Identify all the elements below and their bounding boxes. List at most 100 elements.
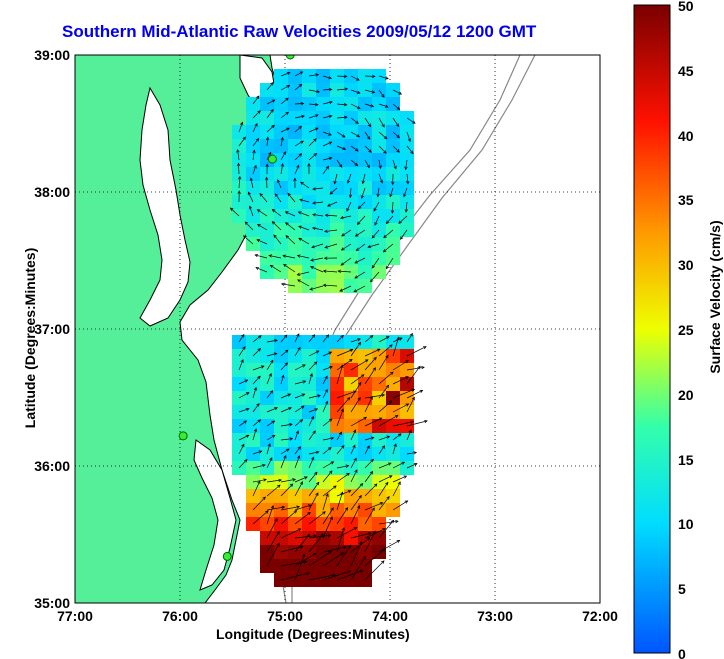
velocity-arrow <box>364 145 372 153</box>
velocity-arrowhead <box>356 105 361 109</box>
velocity-arrow <box>389 187 394 197</box>
velocity-arrow <box>364 159 370 168</box>
velocity-arrow <box>308 416 314 427</box>
velocity-arrow <box>237 149 240 161</box>
velocity-arrow <box>339 285 352 292</box>
velocity-arrow <box>378 145 387 154</box>
velocity-arrow <box>294 455 300 469</box>
velocity-arrowhead <box>367 123 372 128</box>
velocity-arrowhead <box>267 442 271 447</box>
velocity-arrow <box>364 531 376 553</box>
velocity-arrow <box>358 201 366 209</box>
velocity-arrow <box>356 243 366 251</box>
velocity-arrowhead <box>366 445 370 449</box>
velocity-arrowhead <box>253 386 257 391</box>
velocity-arrowhead <box>238 175 242 180</box>
velocity-arrowhead <box>273 234 277 238</box>
velocity-arrowhead <box>385 481 389 486</box>
velocity-arrowhead <box>298 237 302 241</box>
velocity-arrow <box>280 137 284 147</box>
velocity-arrowhead <box>340 262 345 266</box>
velocity-arrow <box>238 122 243 133</box>
velocity-arrowhead <box>274 407 278 411</box>
velocity-arrow <box>406 420 428 427</box>
velocity-arrow <box>336 88 348 91</box>
velocity-arrow <box>280 111 289 119</box>
velocity-arrow <box>336 473 350 483</box>
velocity-arrow <box>266 457 273 469</box>
velocity-arrow <box>252 365 264 371</box>
colorbar-tick-label: 45 <box>678 63 694 79</box>
velocity-arrow <box>238 420 247 427</box>
velocity-arrowhead <box>413 463 418 467</box>
velocity-arrow <box>350 495 362 511</box>
velocity-arrow <box>322 447 332 455</box>
velocity-arrow <box>336 527 357 539</box>
velocity-arrow <box>280 506 300 511</box>
velocity-arrowhead <box>299 71 304 75</box>
velocity-arrowhead <box>340 408 344 413</box>
velocity-arrow <box>294 364 306 371</box>
velocity-arrowhead <box>327 533 332 538</box>
velocity-arrow <box>266 543 280 567</box>
velocity-arrowhead <box>296 272 301 276</box>
velocity-arrow <box>322 470 333 483</box>
y-axis-ticks: 39:00 38:00 37:00 36:00 35:00 <box>34 47 70 611</box>
velocity-arrow <box>252 95 260 105</box>
velocity-arrow <box>378 475 393 483</box>
velocity-arrowhead <box>300 140 304 144</box>
velocity-arrow <box>392 388 415 399</box>
velocity-arrow <box>378 344 393 357</box>
velocity-arrow <box>362 173 366 184</box>
velocity-arrowhead <box>389 193 393 198</box>
velocity-arrow <box>322 389 328 399</box>
y-tick-label: 37:00 <box>34 321 70 337</box>
velocity-arrow <box>336 359 353 371</box>
velocity-arrow <box>350 374 365 385</box>
velocity-arrow <box>403 187 408 197</box>
velocity-arrowhead <box>271 209 276 213</box>
velocity-arrow <box>322 334 329 343</box>
velocity-arrow <box>336 131 346 138</box>
velocity-arrowhead <box>328 141 333 145</box>
velocity-arrowhead <box>322 283 327 288</box>
velocity-arrowhead <box>306 571 310 576</box>
velocity-arrow <box>283 263 296 273</box>
velocity-arrowhead <box>288 407 292 411</box>
velocity-arrowhead <box>316 481 320 486</box>
velocity-arrow <box>266 479 282 483</box>
velocity-arrowhead <box>385 384 390 389</box>
velocity-arrowhead <box>346 179 351 184</box>
velocity-arrowhead <box>346 472 350 477</box>
velocity-arrowhead <box>328 114 333 119</box>
velocity-arrow <box>378 520 394 539</box>
velocity-arrowhead <box>270 108 274 113</box>
velocity-arrow <box>392 145 400 153</box>
velocity-arrowhead <box>285 111 290 116</box>
velocity-arrowhead <box>281 374 285 379</box>
velocity-arrow <box>350 145 359 152</box>
velocity-arrow <box>266 152 272 161</box>
velocity-arrowhead <box>241 443 245 448</box>
velocity-arrowhead <box>255 266 260 271</box>
velocity-arrow <box>252 138 259 147</box>
x-tick-label: 75:00 <box>267 608 303 624</box>
velocity-arrow <box>308 482 320 497</box>
velocity-arrowhead <box>297 455 301 459</box>
velocity-arrowhead <box>385 76 389 80</box>
velocity-arrow <box>350 103 361 109</box>
velocity-arrow <box>392 159 397 170</box>
velocity-arrow <box>266 82 274 91</box>
velocity-arrowhead <box>240 359 244 363</box>
velocity-arrow <box>336 397 351 413</box>
velocity-arrowhead <box>396 336 400 341</box>
velocity-arrow <box>280 97 289 105</box>
velocity-arrowhead <box>271 434 276 439</box>
velocity-arrowhead <box>313 153 318 157</box>
velocity-arrowhead <box>312 201 316 205</box>
velocity-arrow <box>308 138 317 147</box>
velocity-arrow <box>350 342 361 357</box>
velocity-arrow <box>238 359 244 371</box>
velocity-arrowhead <box>281 505 286 510</box>
velocity-arrow <box>364 367 376 385</box>
